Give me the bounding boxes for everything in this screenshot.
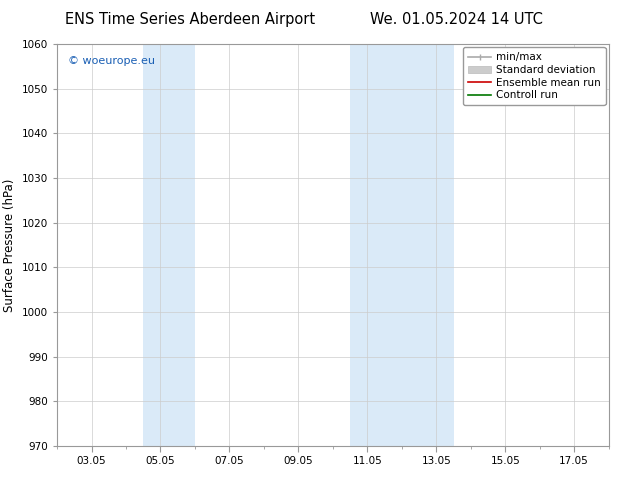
Text: ENS Time Series Aberdeen Airport: ENS Time Series Aberdeen Airport (65, 12, 315, 27)
Bar (143, 44, 195, 446)
Legend: min/max, Standard deviation, Ensemble mean run, Controll run: min/max, Standard deviation, Ensemble me… (463, 47, 605, 105)
Bar (350, 44, 453, 446)
Y-axis label: Surface Pressure (hPa): Surface Pressure (hPa) (3, 178, 16, 312)
Text: We. 01.05.2024 14 UTC: We. 01.05.2024 14 UTC (370, 12, 543, 27)
Text: © woeurope.eu: © woeurope.eu (68, 56, 155, 66)
